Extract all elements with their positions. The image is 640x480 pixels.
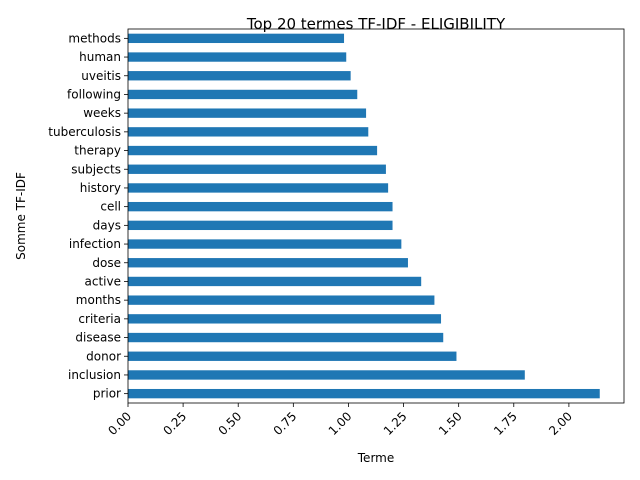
y-tick-label: dose [92,256,121,270]
bar-days [128,220,393,231]
bar-weeks [128,108,367,118]
y-tick-label: inclusion [68,368,121,382]
x-tick-label: 0.25 [160,409,189,438]
bar-criteria [128,314,442,324]
y-tick-label: months [76,293,121,307]
y-tick-label: history [80,181,121,195]
bar-methods [128,33,345,44]
y-tick-label: following [67,87,121,101]
bar-months [128,295,435,305]
bar-active [128,276,422,287]
bar-cell [128,201,393,212]
plot-frame [127,28,625,404]
y-tick-label: criteria [78,312,121,326]
y-ticks-group: prior inclusion donor disease criteria months… [48,31,128,401]
bar-therapy [128,145,378,156]
bar-tuberculosis [128,127,369,137]
y-tick-label: donor [86,349,121,363]
y-tick-label: methods [68,31,121,45]
bar-history [128,183,389,193]
y-tick-label: tuberculosis [48,125,121,139]
y-tick-label: uveitis [81,69,121,83]
y-tick-label: prior [93,387,121,401]
y-tick-label: weeks [83,106,121,120]
x-tick-label: 0.75 [271,409,300,438]
x-ticks-group: 0.00 0.25 0.50 0.75 1.00 1.25 1.50 1.75 2.00 [105,403,575,438]
bar-following [128,89,358,100]
x-tick-label: 1.00 [326,409,355,438]
bar-infection [128,239,402,249]
y-tick-label: disease [75,331,121,345]
x-tick-label: 0.00 [105,409,134,438]
bar-uveitis [128,71,351,81]
x-tick-label: 2.00 [546,409,575,438]
x-tick-label: 1.25 [381,409,410,438]
bar-inclusion [128,370,525,380]
bar-subjects [128,164,386,174]
bars-group [128,33,600,399]
y-tick-label: infection [69,237,121,251]
y-tick-label: human [79,50,121,64]
bar-donor [128,351,457,361]
y-tick-label: therapy [74,144,121,158]
chart-title: Top 20 termes TF-IDF - ELIGIBILITY [246,15,506,33]
bar-disease [128,332,444,343]
y-tick-label: cell [100,200,121,214]
y-tick-label: days [93,218,121,232]
y-tick-label: subjects [71,162,121,176]
x-tick-label: 1.75 [491,409,520,438]
bar-prior [128,388,600,399]
x-axis-label: Terme [357,451,394,465]
y-axis-label: Somme TF-IDF [14,172,28,260]
x-tick-label: 0.50 [216,409,245,438]
y-tick-label: active [85,274,121,288]
x-tick-label: 1.50 [436,409,465,438]
bar-human [128,52,347,62]
bar-dose [128,258,408,268]
